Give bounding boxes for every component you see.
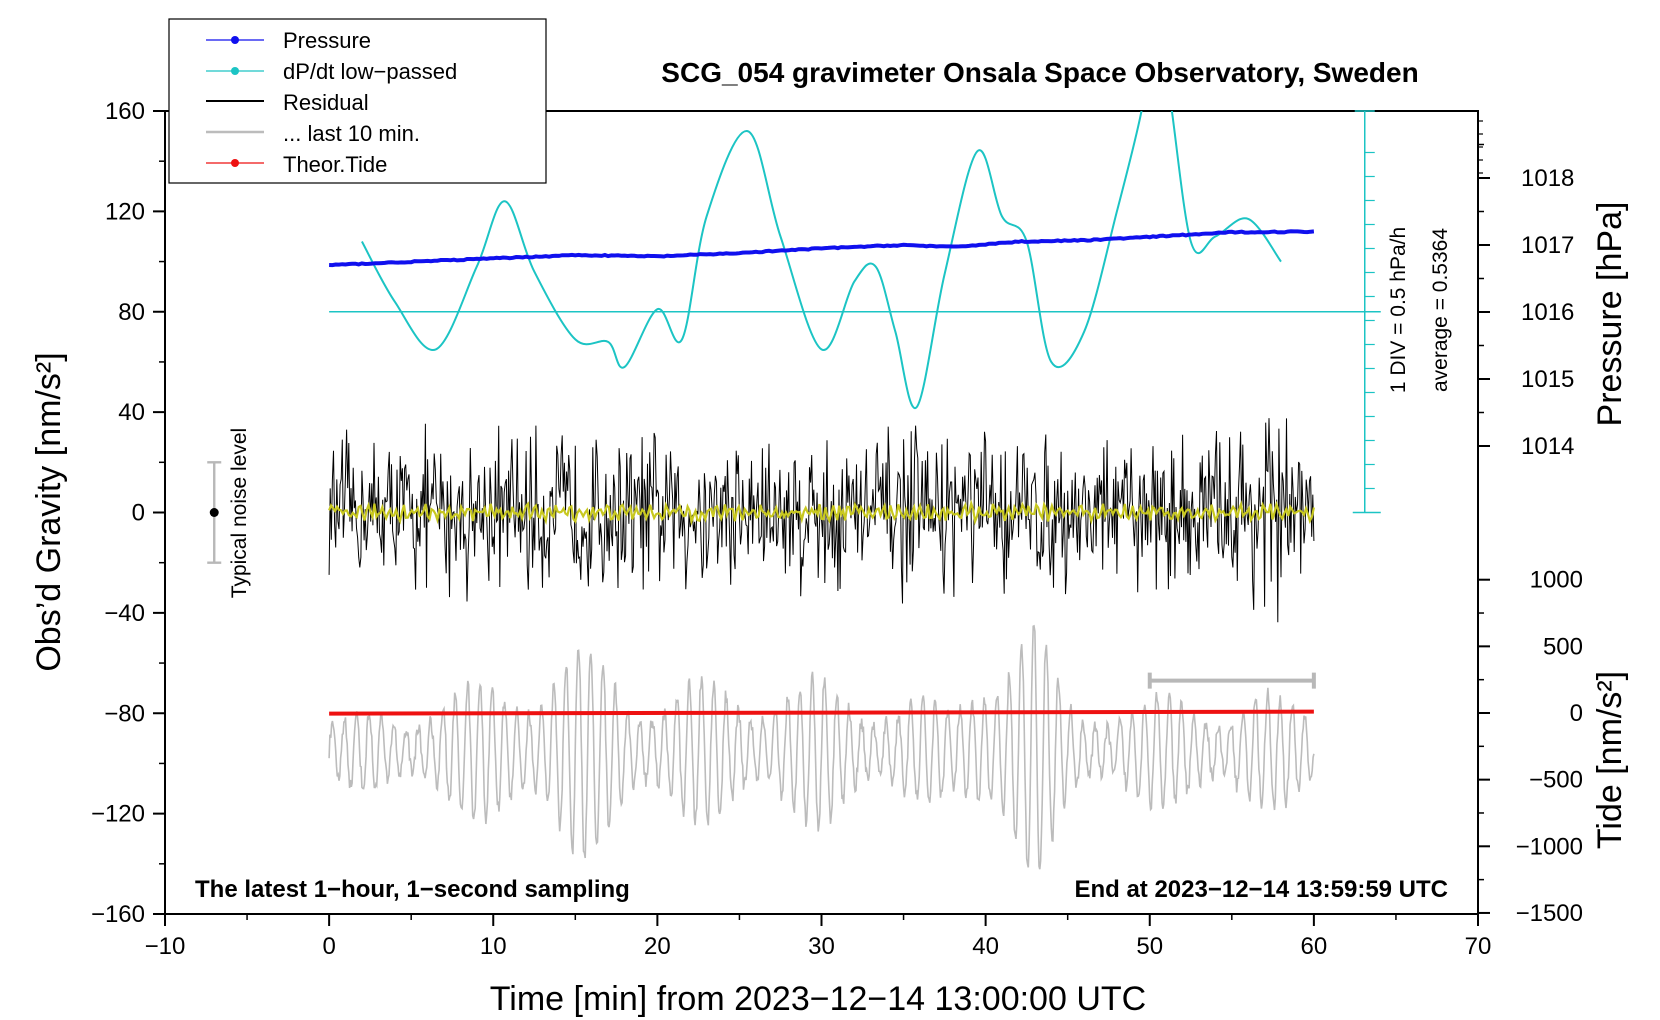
div-label: 1 DIV = 0.5 hPa/h [1387,227,1410,393]
legend-entry-dpdt: dP/dt low−passed [206,59,457,84]
legend-label-tide: Theor.Tide [283,152,387,177]
legend-marker-dpdt [231,67,239,75]
y-left-tick-label: −160 [91,901,145,928]
legend-entry-tide: Theor.Tide [206,152,387,177]
y-pressure-tick-label: 1014 [1521,433,1574,460]
legend-label-residual: Residual [283,90,369,115]
legend-label-last10: ... last 10 min. [283,121,420,146]
x-tick-label: 70 [1465,933,1492,960]
y-left-tick-label: 80 [118,299,145,326]
series-dpdt-low-passed [361,111,1282,409]
y-tide-tick-label: 500 [1543,633,1583,660]
y-tide-tick-label: −1500 [1516,900,1583,927]
average-label: average = 0.5364 [1429,228,1452,392]
y-tide-tick-label: −500 [1529,767,1583,794]
y-pressure-tick-label: 1017 [1521,232,1574,259]
chart-title: SCG_054 gravimeter Onsala Space Observat… [661,57,1418,88]
y-left-tick-label: 160 [105,98,145,125]
x-tick-label: 30 [808,933,835,960]
x-tick-label: 60 [1301,933,1328,960]
x-axis-title: Time [min] from 2023−12−14 13:00:00 UTC [490,980,1146,1018]
x-tick-label: −10 [145,933,186,960]
series-pressure [329,229,1315,268]
y-left-tick-label: −120 [91,801,145,828]
x-tick-label: 20 [644,933,671,960]
legend-label-dpdt: dP/dt low−passed [283,59,457,84]
y-tide-tick-label: 1000 [1530,567,1583,594]
y-pressure-tick-label: 1018 [1521,165,1574,192]
bottom-left-note: The latest 1−hour, 1−second sampling [195,876,630,903]
series-theor-tide [329,709,1314,716]
y-left-tick-label: −80 [104,700,145,727]
y-right-pressure-title: Pressure [hPa] [1591,202,1629,427]
x-tick-label: 50 [1136,933,1163,960]
noise-level-label: Typical noise level [228,428,251,598]
x-tick-label: 0 [322,933,335,960]
axis-ticks: −10 0 10 20 30 40 50 60 70 160 120 80 40 0 −40 −80 −120 −… [91,98,1583,960]
series-last-10-min [328,624,1315,870]
legend-marker-tide [231,159,239,167]
y-right-tide-title: Tide [nm/s²] [1591,671,1629,849]
legend-entry-residual: Residual [206,90,369,115]
series-residual-smoothed [328,499,1315,526]
legend-entry-last10: ... last 10 min. [206,121,420,146]
y-tide-tick-label: −1000 [1516,833,1583,860]
x-tick-label: 40 [972,933,999,960]
legend-entry-pressure: Pressure [206,28,371,53]
y-left-tick-label: 120 [105,198,145,225]
y-tide-tick-label: 0 [1570,700,1583,727]
y-left-tick-label: 40 [118,399,145,426]
y-left-tick-label: 0 [132,500,145,527]
noise-bar-center [209,508,219,517]
legend-marker-pressure [231,36,239,44]
y-left-tick-label: −40 [104,600,145,627]
series-layer [328,111,1315,870]
legend: Pressure dP/dt low−passed Residual ... l… [168,18,547,184]
bottom-right-note: End at 2023−12−14 13:59:59 UTC [1074,876,1448,903]
x-tick-label: 10 [480,933,507,960]
series-residual [328,418,1315,623]
legend-label-pressure: Pressure [283,28,371,53]
y-pressure-tick-label: 1015 [1521,366,1574,393]
annotation-marks [207,110,1381,689]
y-left-axis-title: Obs’d Gravity [nm/s²] [30,352,68,671]
y-pressure-tick-label: 1016 [1521,299,1574,326]
